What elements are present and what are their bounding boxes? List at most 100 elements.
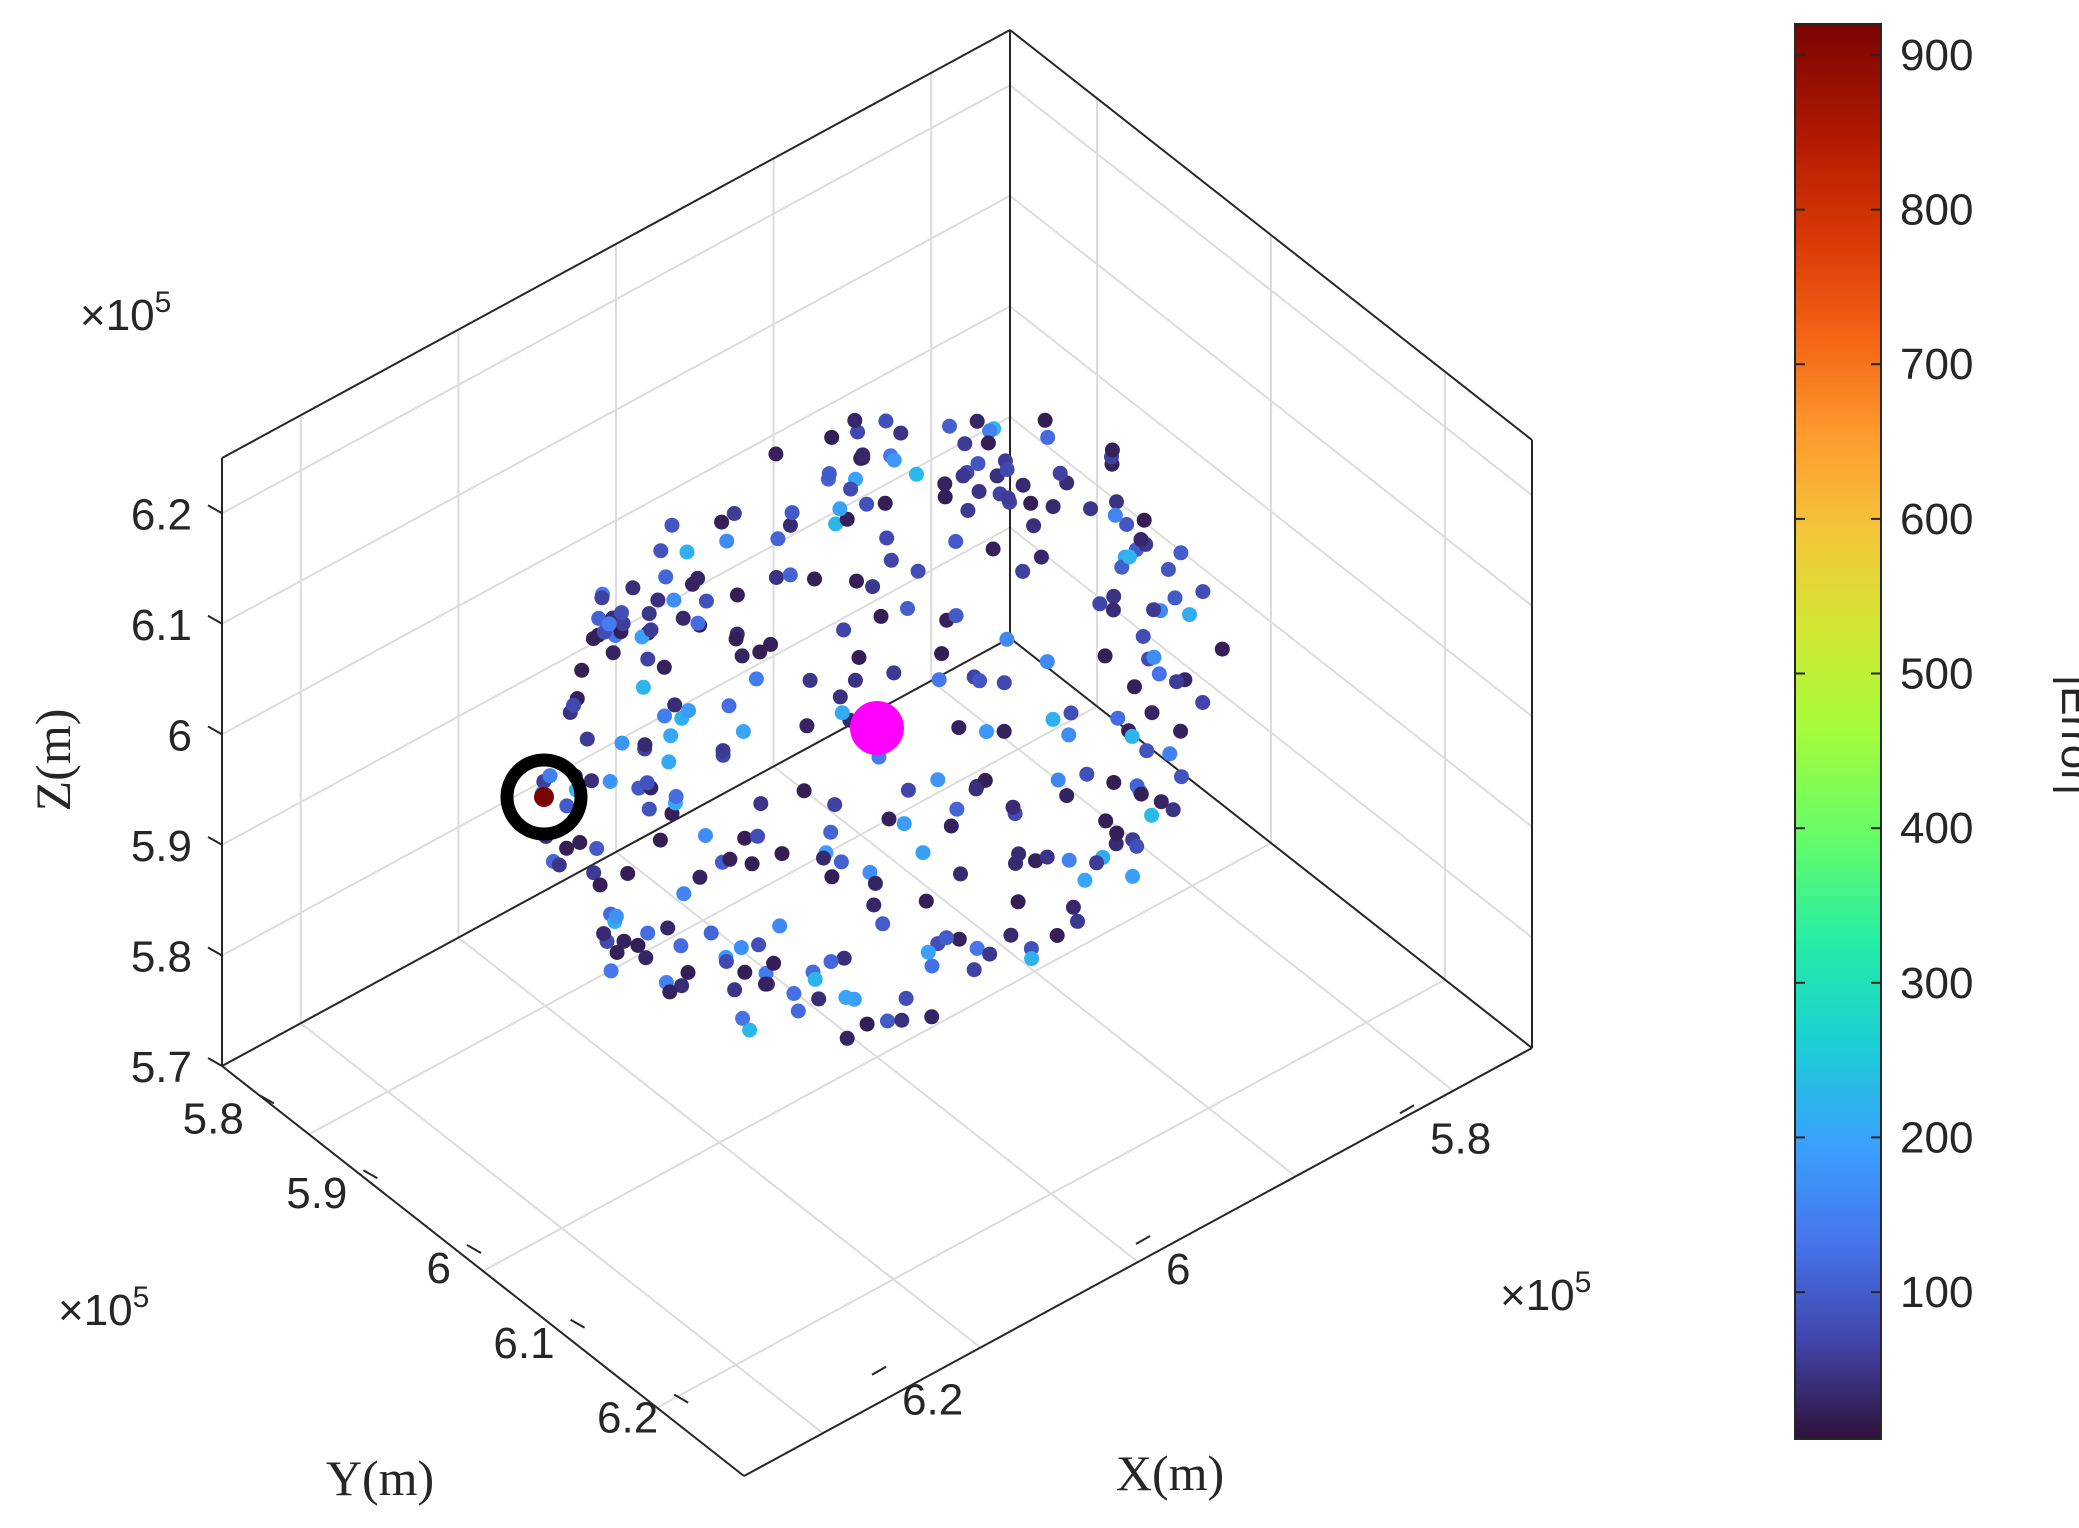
scatter-point — [637, 737, 653, 753]
scatter-point — [1114, 559, 1130, 575]
scatter-point — [566, 697, 581, 713]
scatter-point — [980, 435, 996, 451]
colorbar-tick-label: 300 — [1900, 959, 1973, 1008]
scatter-point — [727, 982, 743, 998]
scatter-point — [608, 908, 624, 924]
x-axis-label: X(m) — [1116, 1445, 1224, 1501]
scatter-point — [1109, 494, 1124, 510]
scatter-point — [664, 517, 680, 533]
scatter-point — [915, 845, 931, 861]
scatter-point — [900, 782, 916, 798]
scatter-point — [942, 418, 957, 434]
scatter-point — [640, 925, 656, 941]
frame-edge — [221, 29, 1011, 459]
scatter-point — [859, 496, 875, 512]
z-tick-mark — [207, 725, 223, 736]
scatter-point — [690, 615, 706, 631]
scatter-point — [1039, 849, 1055, 865]
scatter-point — [1125, 868, 1141, 884]
scatter-point — [828, 516, 844, 532]
scatter-point — [972, 673, 988, 689]
wall-grid-z2 — [1009, 195, 1533, 607]
colorbar-tick-label: 400 — [1900, 804, 1973, 853]
scatter-point — [1061, 727, 1077, 743]
scatter-point — [1063, 705, 1079, 721]
scatter-point — [1139, 743, 1155, 759]
scatter-point — [802, 672, 818, 688]
scatter-point — [951, 720, 967, 736]
scatter-point — [774, 846, 790, 862]
colorbar-tick-label: 700 — [1900, 340, 1973, 389]
scatter-point — [742, 1022, 758, 1038]
scatter-point — [728, 631, 744, 647]
scatter-point — [968, 781, 984, 797]
scatter-point — [1045, 711, 1061, 727]
scatter-point — [1000, 490, 1016, 506]
scatter-point — [847, 412, 863, 428]
scatter-point — [999, 462, 1015, 477]
scatter-point — [1109, 825, 1125, 841]
scatter-point — [1070, 913, 1085, 929]
scatter-point — [559, 840, 575, 856]
scatter-point — [999, 631, 1015, 647]
scatter-point — [786, 986, 802, 1001]
scatter-point — [796, 783, 812, 799]
scatter-point — [635, 679, 651, 695]
scatter-point — [836, 622, 852, 638]
scatter-point — [1089, 855, 1105, 871]
scatter-point — [827, 797, 843, 813]
x-tick-mark — [1399, 1104, 1415, 1115]
scatter-point — [949, 801, 965, 817]
scatter-point — [910, 563, 926, 579]
scatter-point — [559, 798, 575, 814]
scatter-point — [1135, 629, 1151, 644]
scatter-point — [650, 592, 666, 608]
scatter-point — [886, 452, 902, 468]
scatter-point — [661, 754, 677, 770]
scatter-point — [609, 945, 625, 960]
scatter-point — [750, 828, 766, 844]
scatter-point — [996, 723, 1012, 739]
scatter-point — [924, 958, 940, 974]
scatter-point — [752, 644, 768, 660]
scatter-point — [816, 850, 831, 866]
colorbar-ticks: 100 200 300 400 500 600 700 800 900 — [1795, 31, 1973, 1317]
colorbar-tick-label: 600 — [1900, 495, 1973, 544]
x-multiplier: ×105 — [1500, 1266, 1591, 1320]
scatter-point — [807, 571, 822, 587]
scatter-point — [900, 601, 915, 616]
scatter-point — [1144, 807, 1160, 823]
scatter-point — [735, 1010, 751, 1026]
scatter-point — [1165, 802, 1181, 818]
scatter-point — [966, 962, 982, 978]
scatter-point — [729, 587, 745, 603]
scatter-point — [909, 466, 924, 482]
scatter-point — [896, 816, 912, 832]
x-tick-mark — [1135, 1235, 1151, 1245]
scatter-point — [698, 593, 714, 609]
scatter-point — [898, 990, 914, 1006]
scatter-point — [679, 544, 695, 560]
scatter-point — [937, 489, 953, 505]
frame-edge — [221, 1065, 745, 1477]
y-axis-label: Y(m) — [326, 1450, 434, 1506]
scatter-point — [918, 893, 934, 909]
scatter-point — [1182, 607, 1197, 623]
scatter-point — [943, 818, 959, 834]
scatter-point — [594, 590, 610, 606]
scatter-point — [737, 964, 753, 980]
scatter-point — [1105, 602, 1121, 618]
scatter-point — [948, 534, 964, 549]
y-tick-label: 6 — [427, 1244, 451, 1293]
floor-grid-y — [772, 765, 1297, 1178]
scatter-point — [1059, 788, 1075, 804]
z-tick-mark — [207, 836, 223, 846]
scatter-point — [1015, 563, 1031, 579]
scatter-point — [668, 789, 684, 804]
scatter-point — [733, 940, 749, 956]
scatter-point — [1106, 588, 1122, 604]
scatter-point — [625, 580, 641, 596]
z-tick-mark — [207, 614, 223, 625]
scatter-point — [886, 665, 902, 681]
scatter-point — [1107, 507, 1123, 523]
